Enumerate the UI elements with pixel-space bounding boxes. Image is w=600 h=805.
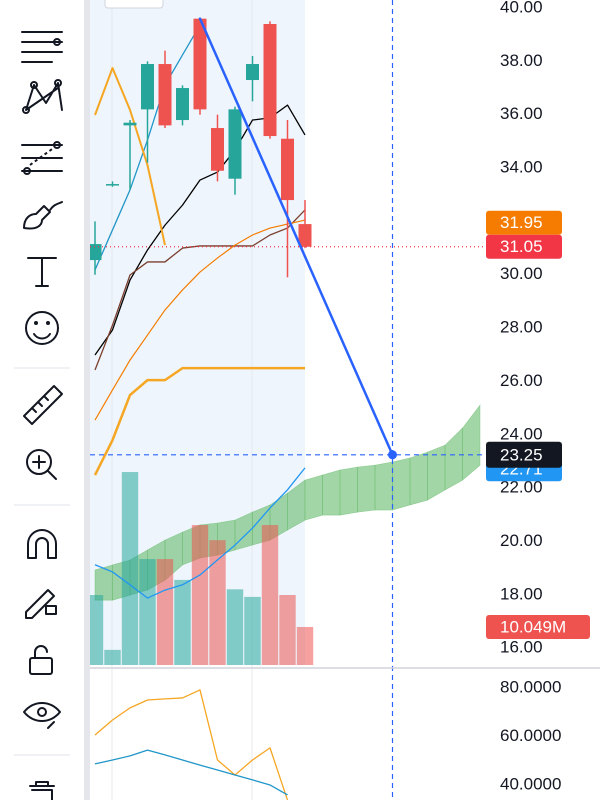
- candle-body: [193, 18, 207, 110]
- volume-bar: [139, 559, 156, 665]
- ma-line: [94, 67, 166, 246]
- candle-body: [158, 64, 172, 126]
- trendline: [198, 17, 394, 457]
- indicator-line: [94, 689, 289, 801]
- y-tick-label: 36.00: [500, 104, 543, 123]
- volume-bar: [104, 649, 121, 665]
- top-button[interactable]: [104, 0, 164, 9]
- volume-bar: [279, 595, 296, 665]
- y-tick-label: 30.00: [500, 264, 543, 283]
- price-label-bg: [486, 234, 562, 259]
- price-label: 31.95: [500, 213, 543, 232]
- candle-body: [281, 138, 294, 201]
- indicator-line: [94, 749, 288, 796]
- y-tick-label: 38.00: [500, 51, 543, 70]
- cloud-fill: [357, 464, 376, 513]
- cloud-fill: [462, 404, 481, 481]
- tool-emoji[interactable]: [25, 311, 59, 345]
- volume-bar: [261, 525, 279, 665]
- volume-bar: [191, 525, 209, 665]
- volume-bar: [156, 559, 174, 665]
- y-tick-label: 24.00: [500, 424, 543, 443]
- candle-body: [228, 109, 242, 179]
- tool-pattern[interactable]: [22, 79, 63, 114]
- toolbar: [0, 0, 86, 800]
- volume-bar: [226, 589, 244, 665]
- indicator-tick-label: 80.0000: [500, 677, 561, 696]
- tool-eye[interactable]: [23, 702, 61, 729]
- y-tick-label: 22.00: [500, 478, 543, 497]
- y-tick-label: 28.00: [500, 318, 543, 337]
- candle-body: [106, 184, 119, 186]
- crosshair-dot: [388, 450, 397, 460]
- price-label: 31.05: [500, 237, 543, 256]
- tool-brush[interactable]: [23, 201, 63, 230]
- tool-lock-draw[interactable]: [25, 589, 57, 619]
- candle-body: [263, 24, 277, 137]
- tool-text[interactable]: [27, 257, 57, 287]
- tool-trash[interactable]: [29, 781, 55, 803]
- price-label-bg: [486, 210, 562, 235]
- y-tick-label: 16.00: [500, 638, 543, 657]
- candle-body: [123, 122, 137, 126]
- y-tick-label: 34.00: [500, 158, 543, 177]
- indicator-tick-label: 40.0000: [500, 774, 561, 793]
- volume-ma: [94, 467, 306, 599]
- cloud-fill: [374, 461, 393, 511]
- y-tick-label: 40.00: [500, 0, 543, 16]
- tool-zoom[interactable]: [26, 449, 57, 480]
- tool-lines[interactable]: [21, 31, 63, 63]
- ma-line: [94, 209, 306, 371]
- candle-body: [211, 128, 224, 171]
- y-tick-label: 18.00: [500, 584, 543, 603]
- candle-body: [141, 64, 154, 110]
- ma-line: [94, 219, 306, 421]
- cloud-fill: [392, 457, 411, 511]
- crosshair-label: 23.25: [500, 445, 543, 464]
- cloud-fill: [304, 474, 323, 521]
- volume-bar: [296, 626, 314, 665]
- tool-fib[interactable]: [21, 141, 63, 175]
- volume-label: 10.049M: [500, 617, 566, 636]
- volume-bar: [174, 579, 191, 665]
- volume-bar: [86, 595, 104, 665]
- candle-body: [246, 64, 259, 81]
- plot: 16.00 18.00 20.00 22.00 24.00 26.00 28.00 30.00…: [86, 0, 590, 801]
- volume-bar: [244, 596, 261, 665]
- candle-body: [88, 244, 102, 261]
- ma-line: [93, 366, 305, 476]
- candle-body: [298, 224, 312, 247]
- indicator-tick-label: 60.0000: [500, 726, 561, 745]
- volume-bar: [121, 472, 139, 665]
- crosshair-label-bg: [486, 441, 562, 468]
- y-tick-label: 26.00: [500, 371, 543, 390]
- cloud-fill: [409, 451, 428, 506]
- cloud-fill: [322, 469, 341, 516]
- y-tick-label: 20.00: [500, 531, 543, 550]
- cloud-fill: [339, 466, 358, 516]
- volume-bar: [209, 540, 226, 665]
- tool-lock[interactable]: [29, 645, 53, 675]
- tool-ruler[interactable]: [23, 385, 63, 425]
- toolbar-edge: [84, 0, 90, 800]
- candle-body: [176, 88, 189, 121]
- volume-label-bg: [486, 614, 590, 639]
- tool-magnet[interactable]: [27, 529, 57, 559]
